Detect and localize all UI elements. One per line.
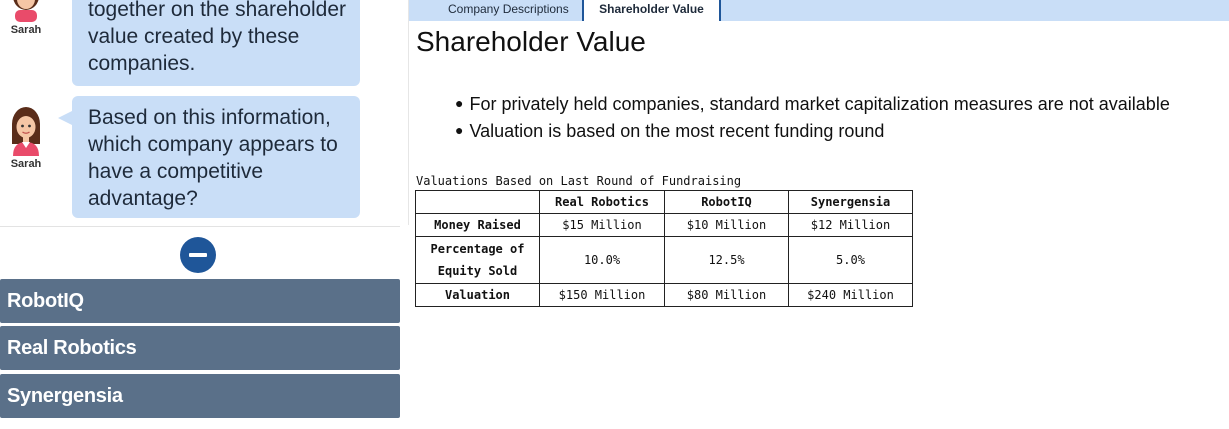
bullet-item: For privately held companies, standard m… <box>455 92 1169 119</box>
page-title: Shareholder Value <box>416 26 646 57</box>
row-label: Money Raised <box>415 213 540 237</box>
tab-company-descriptions[interactable]: Company Descriptions <box>448 0 569 21</box>
accordion-item-robotiq[interactable]: RobotIQ <box>0 279 400 323</box>
table-header-cell <box>415 190 540 214</box>
sender-name: Sarah <box>10 158 42 170</box>
chat-panel: Sarah together on the shareholder value … <box>0 0 408 429</box>
table-cell: 5.0% <box>788 236 913 284</box>
table-row: Money Raised $15 Million $10 Million $12… <box>415 213 913 237</box>
accordion-item-real-robotics[interactable]: Real Robotics <box>0 326 400 370</box>
collapse-button[interactable] <box>180 237 216 273</box>
row-label: Valuation <box>415 283 540 307</box>
table-cell: $12 Million <box>788 213 913 237</box>
table-cell: 10.0% <box>539 236 665 284</box>
table-header-cell: RobotIQ <box>664 190 789 214</box>
accordion-item-synergensia[interactable]: Synergensia <box>0 374 400 418</box>
sarah-avatar-icon <box>12 107 40 156</box>
bullet-item: Valuation is based on the most recent fu… <box>455 119 1170 146</box>
table-cell: 12.5% <box>664 236 789 284</box>
accordion-label: Synergensia <box>7 385 123 407</box>
bullet-list: For privately held companies, standard m… <box>455 92 1170 146</box>
table-cell: $150 Million <box>539 283 665 307</box>
tab-label: Company Descriptions <box>448 2 569 16</box>
minus-icon <box>189 253 207 257</box>
valuation-table: Real Robotics RobotIQ Synergensia Money … <box>415 190 913 307</box>
chat-bubble: Based on this information, which company… <box>72 96 360 218</box>
table-cell: $10 Million <box>664 213 789 237</box>
message-text: together on the shareholder value create… <box>88 0 347 75</box>
chat-bubble: together on the shareholder value create… <box>72 0 360 86</box>
row-label: Percentage of Equity Sold <box>415 236 540 284</box>
table-caption: Valuations Based on Last Round of Fundra… <box>416 174 742 188</box>
panel-separator <box>408 0 409 225</box>
sarah-avatar-icon <box>13 0 39 22</box>
accordion-label: Real Robotics <box>7 337 137 359</box>
message-text: Based on this information, which company… <box>88 106 338 210</box>
table-cell: $80 Million <box>664 283 789 307</box>
table-cell: $240 Million <box>788 283 913 307</box>
avatar: Sarah <box>6 106 46 170</box>
accordion-label: RobotIQ <box>7 290 84 312</box>
chat-divider <box>0 226 400 227</box>
sender-name: Sarah <box>10 24 42 36</box>
avatar: Sarah <box>6 0 46 36</box>
tab-bar: Company Descriptions Shareholder Value <box>409 0 1229 21</box>
table-row: Valuation $150 Million $80 Million $240 … <box>415 283 913 307</box>
table-cell: $15 Million <box>539 213 665 237</box>
tab-shareholder-value[interactable]: Shareholder Value <box>582 0 721 21</box>
bubble-tail <box>58 111 72 125</box>
tab-label: Shareholder Value <box>599 2 704 16</box>
table-row: Percentage of Equity Sold 10.0% 12.5% 5.… <box>415 236 913 284</box>
table-header-cell: Real Robotics <box>539 190 665 214</box>
table-header-cell: Synergensia <box>788 190 913 214</box>
